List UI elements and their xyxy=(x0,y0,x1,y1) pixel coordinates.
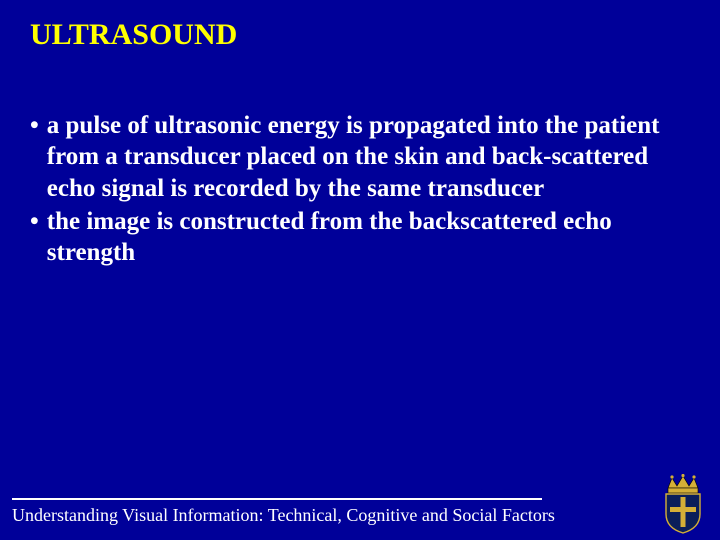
bullet-text: the image is constructed from the backsc… xyxy=(47,206,670,269)
bullet-text: a pulse of ultrasonic energy is propagat… xyxy=(47,110,670,204)
bullet-marker-icon: • xyxy=(30,206,47,237)
shield-icon xyxy=(666,494,700,533)
slide: ULTRASOUND • a pulse of ultrasonic energ… xyxy=(0,0,720,540)
bullet-item: • a pulse of ultrasonic energy is propag… xyxy=(30,110,670,204)
crown-icon xyxy=(668,474,698,493)
footer-text: Understanding Visual Information: Techni… xyxy=(12,505,555,526)
bullet-marker-icon: • xyxy=(30,110,47,141)
slide-title: ULTRASOUND xyxy=(30,18,237,52)
slide-body: • a pulse of ultrasonic energy is propag… xyxy=(30,110,670,270)
crest-icon xyxy=(656,474,710,534)
bullet-item: • the image is constructed from the back… xyxy=(30,206,670,269)
footer-divider xyxy=(12,498,542,500)
